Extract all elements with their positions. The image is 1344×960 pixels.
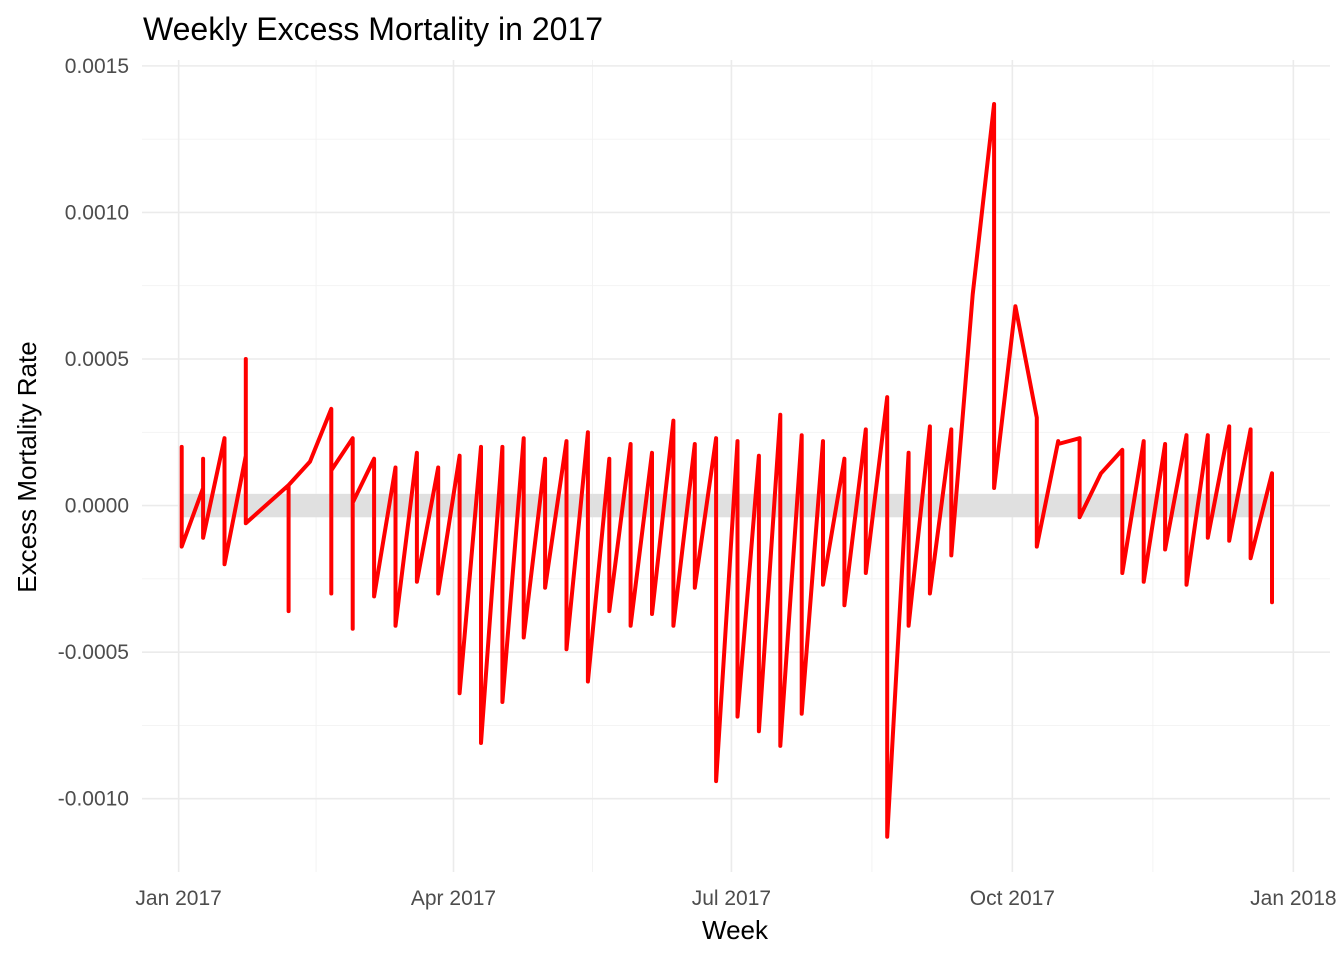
y-tick-label: -0.0005 [58,641,129,664]
series-line [179,102,1274,839]
chart-title: Weekly Excess Mortality in 2017 [143,11,603,47]
y-axis-ticks: 0.0015 0.0010 0.0005 0.0000 -0.0005 -0.0010 [58,55,129,811]
y-tick-label: 0.0005 [65,348,129,371]
x-tick-label: Jan 2018 [1250,887,1336,910]
y-tick-label: -0.0010 [58,788,129,811]
y-axis-label: Excess Mortality Rate [12,341,42,592]
x-tick-label: Jan 2017 [135,887,221,910]
x-tick-label: Apr 2017 [411,887,496,910]
series-layer [179,102,1274,839]
x-axis-label: Week [702,915,769,945]
y-tick-label: 0.0015 [65,55,129,78]
y-tick-label: 0.0000 [65,495,129,518]
y-tick-label: 0.0010 [65,201,129,224]
reference-band-layer [181,493,1272,518]
x-tick-label: Jul 2017 [692,887,771,910]
zero-reference-band [181,493,1272,518]
x-tick-label: Oct 2017 [970,887,1055,910]
x-axis-ticks: Jan 2017 Apr 2017 Jul 2017 Oct 2017 Jan 2018 [135,887,1336,910]
